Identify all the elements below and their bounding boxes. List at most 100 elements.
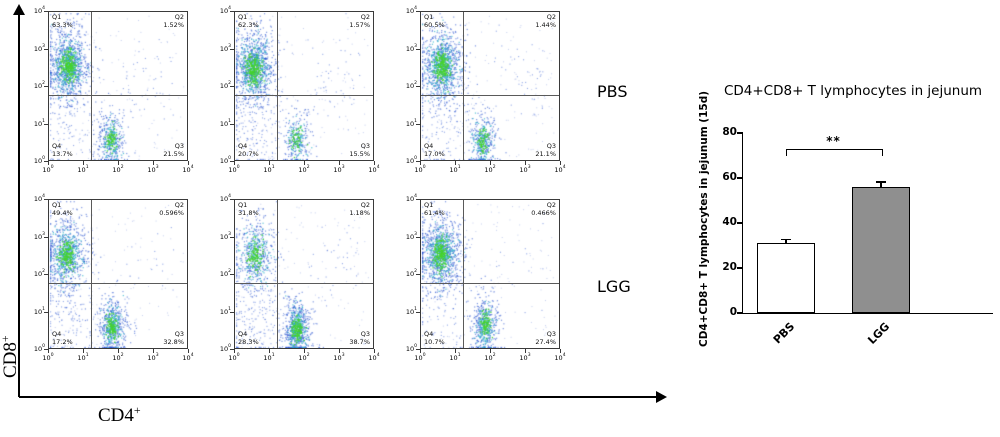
quadrant-q1-percent: 61.4% (424, 208, 445, 217)
flow-x-tick-label: 101 (446, 353, 464, 362)
tick-exponent: 3 (42, 43, 45, 49)
quadrant-q3-percent: 27.4% (535, 337, 556, 346)
tick-base: 10 (77, 354, 86, 363)
flow-panel-pbs-1: Q1 63.3% Q2 1.52% Q4 13.7% Q3 21.5% 100 100 101 101… (26, 3, 208, 191)
flow-y-tick-label: 103 (398, 232, 417, 241)
flow-x-tick-label: 100 (225, 165, 243, 174)
quadrant-q4-name: Q4 (424, 142, 434, 150)
flow-y-tick-mark (44, 161, 48, 162)
flow-scatter-canvas (235, 12, 373, 160)
quadrant-q4-percent: 17.2% (52, 337, 73, 346)
quadrant-q4-percent: 28.3% (238, 337, 259, 346)
tick-base: 10 (414, 166, 423, 175)
flow-y-tick-label: 100 (398, 344, 417, 353)
flow-x-tick-mark (83, 161, 84, 165)
flow-scatter-canvas (235, 200, 373, 348)
error-bar-lgg (880, 181, 882, 187)
flow-x-tick-label: 104 (551, 165, 569, 174)
tick-base: 10 (368, 354, 377, 363)
tick-exponent: 0 (50, 165, 54, 170)
quadrant-vertical-line (91, 12, 92, 160)
tick-base: 10 (228, 354, 237, 363)
tick-exponent: 4 (228, 194, 231, 199)
quadrant-q3-name: Q3 (174, 330, 184, 338)
quadrant-q3-label: Q3 38.7% (349, 330, 370, 346)
flow-y-tick-mark (230, 11, 234, 12)
flow-y-tick-label: 103 (26, 232, 45, 241)
quadrant-q3-label: Q3 32.8% (163, 330, 184, 346)
quadrant-q3-name: Q3 (360, 142, 370, 150)
flow-y-tick-label: 104 (398, 194, 417, 203)
tick-base: 10 (368, 166, 377, 175)
flow-x-tick-label: 103 (144, 353, 162, 362)
quadrant-q1-percent: 63.3% (52, 20, 73, 29)
tick-base: 10 (519, 354, 528, 363)
flow-x-tick-label: 100 (225, 353, 243, 362)
quadrant-q1-percent: 31.8% (238, 208, 259, 217)
quadrant-q4-percent: 20.7% (238, 149, 259, 158)
row-label-pbs: PBS (597, 82, 628, 101)
flow-x-tick-label: 101 (260, 353, 278, 362)
bar-chart-title: CD4+CD8+ T lymphocytes in jejunum (723, 83, 983, 99)
quadrant-q1-name: Q1 (424, 201, 434, 209)
quadrant-q3-percent: 32.8% (163, 337, 184, 346)
tick-exponent: 0 (236, 165, 240, 170)
quadrant-q1-percent: 49.4% (52, 208, 73, 217)
flow-y-tick-mark (44, 274, 48, 275)
tick-base: 10 (182, 354, 191, 363)
flow-x-tick-mark (234, 349, 235, 353)
flow-y-tick-label: 102 (212, 269, 231, 278)
flow-y-tick-label: 101 (212, 307, 231, 316)
tick-base: 10 (219, 157, 229, 166)
tick-base: 10 (405, 232, 415, 241)
quadrant-q1-name: Q1 (52, 13, 62, 21)
flow-y-tick-label: 100 (212, 344, 231, 353)
y-axis-title-sup: + (0, 335, 12, 342)
x-axis-title-sup: + (133, 403, 141, 417)
bar-chart-y-tick-label: 0 (729, 306, 737, 318)
tick-exponent: 1 (42, 306, 45, 312)
flow-x-tick-mark (339, 349, 340, 353)
flow-y-tick-mark (416, 349, 420, 350)
tick-base: 10 (449, 354, 458, 363)
bar-chart-y-tick-mark (737, 177, 743, 179)
tick-base: 10 (219, 270, 229, 279)
flow-y-tick-label: 104 (26, 6, 45, 15)
tick-base: 10 (405, 195, 415, 204)
flow-y-tick-mark (416, 48, 420, 50)
quadrant-q4-name: Q4 (424, 330, 434, 338)
tick-exponent: 4 (376, 353, 380, 358)
flow-panel-grid: Q1 63.3% Q2 1.52% Q4 13.7% Q3 21.5% 100 100 101 101… (26, 3, 586, 383)
flow-y-tick-mark (416, 11, 420, 12)
flow-plot: Q1 61.4% Q2 0.466% Q4 10.7% Q3 27.4% (420, 199, 560, 349)
tick-exponent: 1 (457, 165, 461, 170)
quadrant-q2-name: Q2 (360, 201, 370, 209)
flow-x-tick-label: 101 (260, 165, 278, 174)
quadrant-q2-percent: 1.57% (349, 20, 370, 29)
quadrant-q2-percent: 1.18% (349, 208, 370, 217)
tick-exponent: 0 (228, 344, 231, 349)
quadrant-q2-percent: 1.44% (535, 20, 556, 29)
flow-y-tick-mark (230, 311, 234, 313)
tick-base: 10 (219, 119, 229, 128)
flow-x-tick-mark (188, 349, 189, 353)
flow-x-tick-mark (188, 161, 189, 165)
tick-exponent: 2 (42, 269, 45, 274)
quadrant-q1-name: Q1 (238, 13, 248, 21)
tick-exponent: 1 (414, 306, 417, 312)
flow-panel-pbs-3: Q1 60.5% Q2 1.44% Q4 17.0% Q3 21.1% 100 100 101 101… (398, 3, 580, 191)
tick-base: 10 (519, 166, 528, 175)
y-axis-title: CD8+ (0, 335, 22, 378)
quadrant-horizontal-line (421, 283, 559, 284)
flow-panel-lgg-1: Q1 49.4% Q2 0.596% Q4 17.2% Q3 32.8% 100 100 101 10… (26, 191, 208, 379)
flow-x-tick-mark (490, 161, 491, 165)
flow-y-tick-mark (230, 48, 234, 50)
flow-x-tick-label: 103 (330, 353, 348, 362)
tick-base: 10 (554, 166, 563, 175)
flow-y-tick-mark (416, 123, 420, 125)
tick-base: 10 (219, 195, 229, 204)
quadrant-q3-label: Q3 27.4% (535, 330, 556, 346)
quadrant-q4-label: Q4 20.7% (238, 142, 259, 158)
tick-base: 10 (219, 7, 229, 16)
tick-base: 10 (219, 307, 229, 316)
